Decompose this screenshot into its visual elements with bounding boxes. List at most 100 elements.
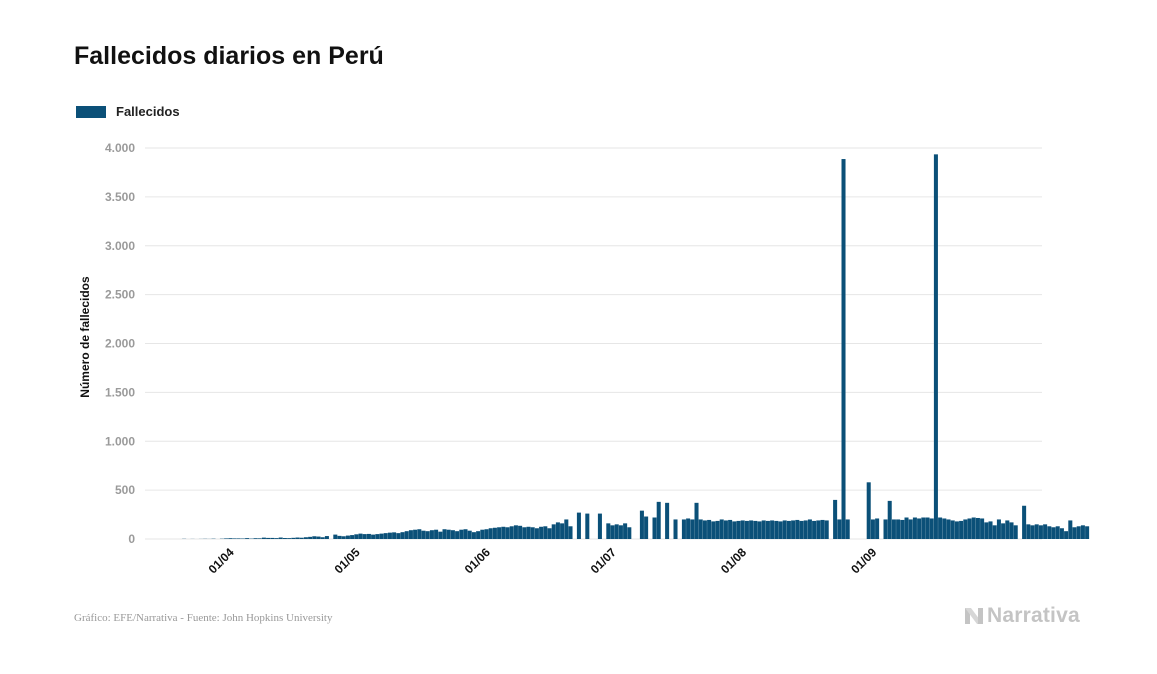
y-tick-label: 1.500	[105, 385, 135, 399]
bar	[341, 536, 346, 539]
bar	[975, 517, 980, 539]
bar	[732, 521, 737, 539]
x-tick-label: 01/04	[206, 545, 237, 576]
bar	[497, 527, 502, 539]
bar	[967, 518, 972, 539]
bar	[387, 532, 392, 539]
bar	[1005, 520, 1010, 539]
bar	[404, 531, 409, 539]
bar	[467, 530, 472, 539]
bar	[786, 520, 791, 539]
bar	[366, 533, 371, 539]
bar	[379, 533, 384, 539]
bar	[236, 538, 241, 539]
bar	[245, 538, 250, 539]
bar	[1080, 525, 1085, 539]
bar	[753, 520, 758, 539]
bar	[509, 526, 514, 539]
bar	[1068, 520, 1073, 539]
bar	[337, 535, 342, 539]
bar	[287, 538, 292, 539]
bar	[501, 526, 506, 539]
bar	[891, 519, 896, 539]
bar	[996, 519, 1001, 539]
bar	[408, 530, 413, 539]
bar	[1026, 524, 1031, 539]
bar	[681, 519, 686, 539]
bar	[841, 159, 846, 540]
bar	[1064, 531, 1069, 539]
bar	[312, 536, 317, 539]
bar	[488, 528, 493, 539]
y-tick-label: 2.000	[105, 337, 135, 351]
bar	[526, 526, 531, 539]
bar	[270, 537, 275, 539]
bar	[484, 529, 489, 539]
brand-logo: Narrativa	[963, 604, 1080, 628]
bar	[232, 538, 237, 539]
bar	[618, 525, 623, 539]
bar	[450, 530, 455, 539]
bar	[820, 519, 825, 539]
bar	[375, 534, 380, 539]
bar	[971, 517, 976, 539]
bar	[673, 519, 678, 539]
bar	[606, 523, 611, 539]
bar	[799, 520, 804, 539]
bar	[505, 527, 510, 539]
bar	[887, 500, 892, 539]
bar	[761, 520, 766, 539]
bar	[946, 519, 951, 539]
bar	[870, 519, 875, 539]
bar	[782, 520, 787, 539]
bar	[723, 520, 728, 539]
bar	[471, 532, 476, 539]
bar	[883, 519, 888, 539]
x-tick-label: 01/06	[462, 545, 493, 576]
bar	[698, 519, 703, 539]
bar	[576, 512, 581, 539]
bar	[282, 538, 287, 539]
bar	[1072, 527, 1077, 539]
bar	[421, 530, 426, 539]
bar	[513, 525, 518, 539]
bar	[623, 523, 628, 539]
bar	[425, 531, 430, 539]
bar	[434, 529, 439, 539]
bar	[770, 520, 775, 539]
grid-lines	[145, 147, 1042, 540]
bar	[715, 520, 720, 539]
bar	[392, 532, 397, 539]
bar	[560, 523, 565, 539]
bar	[812, 520, 817, 539]
bar	[837, 519, 842, 539]
bar	[429, 530, 434, 539]
narrativa-logo-icon	[965, 608, 983, 624]
bar	[954, 521, 959, 539]
bar	[446, 529, 451, 539]
bar	[1030, 525, 1035, 539]
y-tick-label: 3.500	[105, 190, 135, 204]
bar	[417, 529, 422, 539]
x-tick-labels: 01/04 01/05 01/06 01/07 01/08 01/09	[206, 545, 880, 576]
bar	[299, 537, 304, 539]
bar	[547, 528, 552, 539]
bar	[963, 519, 968, 539]
bar	[1055, 526, 1060, 539]
bar	[917, 518, 922, 539]
bar	[534, 528, 539, 539]
bar	[690, 519, 695, 539]
bar	[774, 520, 779, 539]
bar	[463, 529, 468, 539]
x-tick-label: 01/07	[588, 545, 619, 576]
bar	[396, 533, 401, 539]
bar	[652, 517, 657, 539]
bar	[908, 519, 913, 539]
bar	[585, 513, 590, 539]
y-tick-label: 1.000	[105, 434, 135, 448]
x-tick-label: 01/08	[718, 545, 749, 576]
bar	[597, 513, 602, 539]
y-tick-label: 0	[128, 532, 135, 546]
bar	[530, 527, 535, 539]
bar	[1038, 525, 1043, 539]
